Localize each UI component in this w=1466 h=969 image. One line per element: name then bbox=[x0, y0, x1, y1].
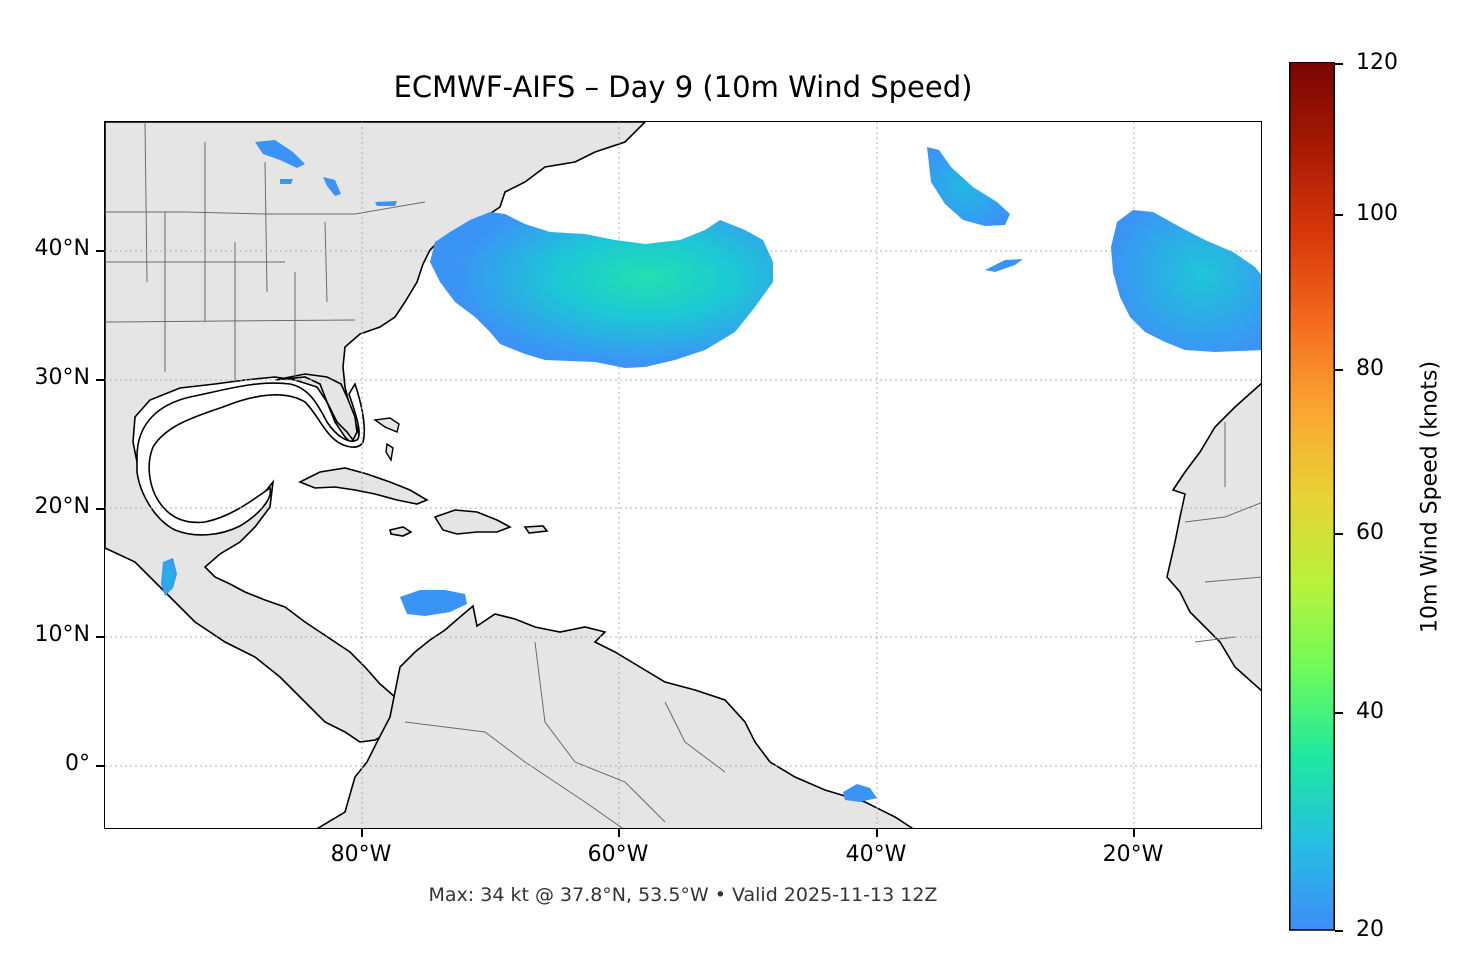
wind-region-brazil bbox=[843, 784, 877, 802]
wind-region-northeast-atlantic bbox=[1111, 210, 1261, 352]
lon-tick-80w bbox=[361, 829, 363, 837]
land-cuba bbox=[298, 467, 429, 505]
colorbar bbox=[1289, 62, 1335, 931]
land-puerto-rico bbox=[523, 525, 549, 534]
map-footer: Max: 34 kt @ 37.8°N, 53.5°W • Valid 2025… bbox=[428, 884, 938, 906]
lat-tick-0 bbox=[96, 765, 104, 767]
lat-label-0: 0° bbox=[65, 751, 90, 776]
gridlines bbox=[105, 122, 1261, 828]
cbar-label-40: 40 bbox=[1356, 699, 1384, 724]
cbar-tick-60 bbox=[1335, 533, 1343, 535]
cbar-tick-20 bbox=[1335, 930, 1343, 932]
map-panel[interactable] bbox=[104, 121, 1262, 829]
lon-tick-20w bbox=[1133, 829, 1135, 837]
wind-region-atlantic-storm bbox=[430, 212, 773, 368]
lat-label-10n: 10°N bbox=[34, 622, 90, 647]
lat-tick-10n bbox=[96, 636, 104, 638]
lon-tick-40w bbox=[876, 829, 878, 837]
land-south-america bbox=[316, 604, 914, 828]
land-florida bbox=[274, 373, 358, 442]
cbar-label-120: 120 bbox=[1356, 50, 1398, 75]
wind-region-central-atlantic-small bbox=[985, 259, 1023, 272]
lat-label-20n: 20°N bbox=[34, 494, 90, 519]
map-canvas bbox=[105, 122, 1261, 828]
land-africa bbox=[1166, 382, 1261, 692]
cbar-tick-100 bbox=[1335, 214, 1343, 216]
lon-tick-60w bbox=[618, 829, 620, 837]
cbar-label-20: 20 bbox=[1356, 917, 1384, 942]
cbar-tick-40 bbox=[1335, 712, 1343, 714]
borders bbox=[105, 122, 1261, 828]
lon-label-80w: 80°W bbox=[330, 842, 392, 867]
lat-tick-20n bbox=[96, 508, 104, 510]
colorbar-title: 10m Wind Speed (knots) bbox=[1417, 360, 1443, 634]
lat-label-30n: 30°N bbox=[34, 365, 90, 390]
cbar-tick-120 bbox=[1335, 63, 1343, 65]
lon-label-60w: 60°W bbox=[587, 842, 649, 867]
wind-field bbox=[161, 140, 1261, 802]
lon-label-40w: 40°W bbox=[845, 842, 907, 867]
land-hispaniola bbox=[433, 509, 512, 535]
cbar-label-80: 80 bbox=[1356, 356, 1384, 381]
map-title: ECMWF-AIFS – Day 9 (10m Wind Speed) bbox=[393, 70, 973, 104]
wind-region-caribbean bbox=[400, 590, 467, 616]
lat-tick-30n bbox=[96, 379, 104, 381]
gulf-of-mexico-water bbox=[136, 382, 366, 536]
wind-region-central-atlantic bbox=[927, 147, 1010, 226]
cbar-label-100: 100 bbox=[1356, 201, 1398, 226]
land-bahamas bbox=[373, 417, 400, 462]
wind-region-great-lakes bbox=[255, 140, 397, 206]
cbar-tick-80 bbox=[1335, 369, 1343, 371]
lat-label-40n: 40°N bbox=[34, 236, 90, 261]
land-jamaica bbox=[389, 526, 413, 537]
cbar-label-60: 60 bbox=[1356, 520, 1384, 545]
lat-tick-40n bbox=[96, 250, 104, 252]
wind-region-tehuantepec bbox=[161, 558, 177, 596]
lon-label-20w: 20°W bbox=[1102, 842, 1164, 867]
